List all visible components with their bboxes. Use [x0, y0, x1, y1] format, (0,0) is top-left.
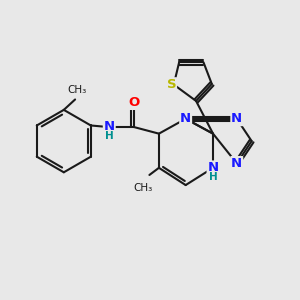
Text: N: N: [231, 112, 242, 125]
Text: N: N: [180, 112, 191, 125]
Text: N: N: [104, 121, 115, 134]
Text: CH₃: CH₃: [68, 85, 87, 95]
Text: H: H: [105, 131, 114, 142]
Text: N: N: [207, 161, 219, 174]
Text: S: S: [167, 78, 176, 91]
Text: CH₃: CH₃: [133, 183, 152, 193]
Text: O: O: [128, 96, 139, 109]
Text: H: H: [208, 172, 217, 182]
Text: N: N: [231, 157, 242, 170]
